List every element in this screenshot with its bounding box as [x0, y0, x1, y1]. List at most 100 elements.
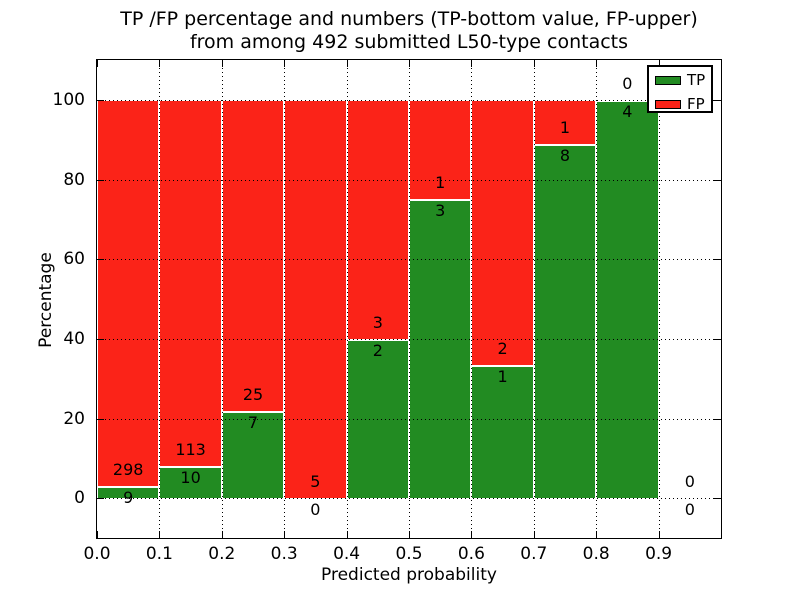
tp-count-bin-2: 7 [247, 413, 259, 433]
x-tick-bottom-0.5 [409, 531, 410, 538]
y-tick-left-60 [97, 259, 104, 261]
tp-count-bin-4: 2 [372, 340, 383, 360]
legend-swatch-tp [655, 75, 681, 85]
tp-count-bin-0: 9 [123, 488, 134, 508]
legend-entry-fp: FP [655, 95, 705, 113]
fp-count-bin-9: 0 [684, 472, 695, 492]
x-tick-label-0.4: 0.4 [333, 544, 361, 564]
gridline-vertical-0.6 [471, 60, 473, 538]
x-tick-bottom-0.4 [346, 531, 348, 538]
fp-count-bin-5: 1 [435, 173, 446, 193]
legend-entry-tp: TP [655, 71, 706, 89]
y-tick-right-20 [714, 418, 721, 420]
y-tick-right-40 [714, 338, 721, 340]
bar-tp-bin-0 [97, 486, 160, 499]
legend-label-fp: FP [687, 95, 705, 113]
bar-fp-bin-5 [409, 99, 472, 200]
x-tick-bottom-0.6 [471, 531, 473, 538]
gridline-vertical-0.7 [533, 60, 535, 538]
chart-title-line1: TP /FP percentage and numbers (TP-bottom… [120, 8, 698, 30]
legend: TP FP [647, 65, 713, 113]
y-tick-label-80: 80 [63, 169, 85, 190]
bar-fp-bin-0 [97, 99, 160, 487]
x-tick-bottom-0.2 [221, 531, 223, 538]
x-tick-bottom-0.3 [284, 531, 286, 538]
chart-title-line2: from among 492 submitted L50-type contac… [189, 31, 629, 53]
y-tick-right-0 [714, 498, 721, 500]
x-tick-top-0.7 [533, 60, 535, 67]
bar-fp-bin-4 [346, 99, 409, 339]
x-tick-top-0.9 [658, 60, 660, 67]
tp-count-bin-1: 10 [180, 467, 201, 487]
legend-label-tp: TP [687, 71, 706, 89]
x-axis-title: Predicted probability [321, 565, 497, 585]
tp-count-bin-5: 3 [435, 201, 446, 221]
x-tick-label-0.3: 0.3 [270, 544, 298, 564]
fp-count-bin-7: 1 [559, 118, 571, 138]
x-tick-top-0.8 [596, 60, 598, 67]
bar-fp-bin-6 [471, 99, 534, 366]
y-tick-label-0: 0 [74, 488, 85, 509]
y-tick-label-60: 60 [63, 249, 85, 270]
fp-count-bin-6: 2 [497, 339, 508, 359]
gridline-vertical-0.8 [596, 60, 598, 538]
x-tick-top-0.6 [471, 60, 473, 67]
x-tick-bottom-0 [97, 531, 98, 538]
bar-tp-bin-4 [346, 338, 409, 499]
x-tick-label-0.6: 0.6 [457, 544, 485, 564]
fp-count-bin-8: 0 [622, 73, 633, 93]
legend-swatch-fp [655, 99, 681, 109]
x-tick-bottom-0.1 [159, 531, 161, 538]
bar-tp-bin-5 [409, 199, 472, 499]
tp-count-bin-7: 8 [559, 146, 571, 166]
x-tick-bottom-0.7 [533, 531, 535, 538]
x-tick-top-0 [97, 60, 98, 67]
bar-tp-bin-6 [471, 365, 534, 499]
y-tick-left-0 [97, 498, 104, 500]
x-tick-label-0.5: 0.5 [395, 544, 423, 564]
x-tick-label-0: 0.0 [83, 544, 111, 564]
y-tick-label-100: 100 [52, 89, 85, 110]
x-tick-label-0.2: 0.2 [208, 544, 236, 564]
x-tick-top-0.5 [409, 60, 410, 67]
bar-tp-bin-2 [221, 411, 285, 499]
gridline-vertical-0.1 [159, 60, 161, 538]
tp-count-bin-9: 0 [684, 500, 695, 520]
y-tick-left-20 [97, 418, 104, 420]
tp-count-bin-8: 4 [622, 101, 633, 121]
x-tick-bottom-0.9 [658, 531, 660, 538]
y-tick-right-100 [714, 99, 721, 101]
y-tick-label-40: 40 [63, 328, 85, 349]
y-tick-right-80 [714, 179, 721, 181]
bar-tp-bin-1 [159, 465, 222, 499]
y-tick-left-80 [97, 179, 104, 181]
x-tick-top-0.1 [159, 60, 161, 67]
y-axis-title: Percentage [36, 252, 56, 348]
y-tick-label-20: 20 [63, 408, 85, 429]
tp-count-bin-6: 1 [497, 367, 508, 387]
gridline-vertical-0.2 [221, 60, 223, 538]
bar-fp-bin-7 [533, 99, 597, 145]
fp-count-bin-3: 5 [310, 472, 321, 492]
y-tick-left-40 [97, 338, 104, 340]
x-tick-top-0.4 [346, 60, 348, 67]
bar-tp-bin-8 [596, 99, 659, 499]
bar-fp-bin-3 [284, 99, 347, 499]
bar-tp-bin-7 [533, 144, 597, 499]
gridline-vertical-0.3 [284, 60, 286, 538]
x-tick-label-0.9: 0.9 [645, 544, 673, 564]
fp-count-bin-0: 298 [112, 460, 144, 480]
gridline-vertical-0.9 [658, 60, 660, 538]
x-tick-top-0.3 [284, 60, 286, 67]
tp-count-bin-3: 0 [310, 500, 321, 520]
y-tick-right-60 [714, 259, 721, 261]
fp-count-bin-2: 25 [242, 385, 264, 405]
bar-fp-bin-1 [159, 99, 222, 466]
fp-count-bin-4: 3 [372, 312, 383, 332]
gridline-vertical-0.5 [409, 60, 410, 538]
x-tick-label-0.1: 0.1 [145, 544, 173, 564]
fp-count-bin-1: 113 [175, 439, 206, 459]
bar-fp-bin-2 [221, 99, 285, 412]
x-tick-top-0.2 [221, 60, 223, 67]
